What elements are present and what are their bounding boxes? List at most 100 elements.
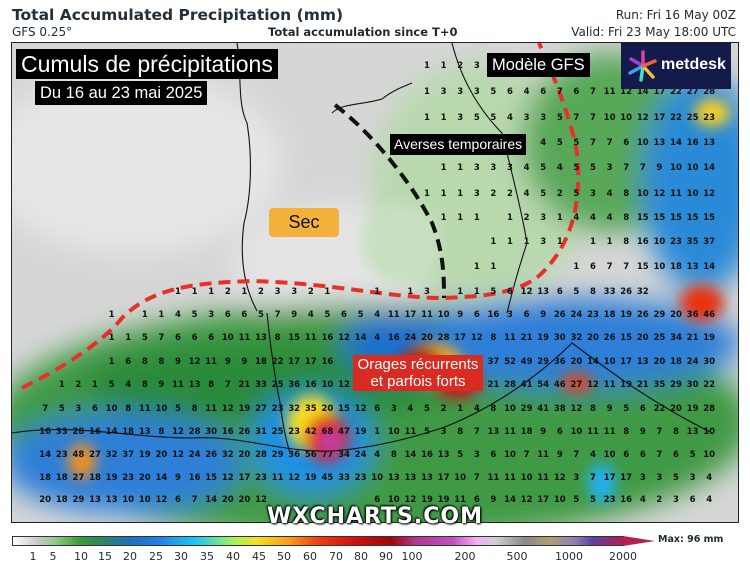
grid-value: 25: [271, 427, 284, 437]
grid-value: 1: [606, 237, 613, 247]
grid-value: 5: [490, 113, 497, 123]
grid-value: 7: [606, 138, 613, 148]
grid-value: 8: [623, 213, 630, 223]
grid-value: 11: [271, 473, 284, 483]
grid-value: 16: [188, 473, 201, 483]
grid-value: 9: [490, 495, 497, 505]
grid-value: 8: [158, 357, 165, 367]
grid-value: 5: [573, 138, 580, 148]
grid-value: 9: [158, 380, 165, 390]
grid-value: 1: [457, 287, 464, 297]
grid-value: 11: [205, 404, 218, 414]
grid-value: 6: [507, 287, 513, 297]
annotation-title: Cumuls de précipitations: [16, 49, 278, 79]
grid-value: 1: [490, 237, 497, 247]
grid-value: 14: [354, 333, 367, 343]
grid-value: 1: [507, 237, 513, 247]
grid-value: 5: [258, 310, 264, 320]
grid-value: 41: [537, 404, 550, 414]
grid-value: 4: [540, 138, 547, 148]
grid-value: 1: [440, 163, 447, 173]
grid-value: 20: [238, 495, 251, 505]
grid-value: 15: [620, 333, 633, 343]
grid-value: 16: [620, 495, 633, 505]
grid-value: 14: [39, 450, 52, 460]
grid-value: 23: [271, 404, 284, 414]
grid-value: 1: [457, 189, 464, 199]
grid-value: 4: [374, 333, 381, 343]
grid-value: 6: [639, 450, 646, 460]
grid-value: 2: [258, 287, 264, 297]
grid-value: 17: [537, 495, 550, 505]
grid-value: 5: [490, 87, 497, 97]
grid-value: 27: [686, 87, 699, 97]
grid-value: 17: [653, 87, 666, 97]
grid-value: 2: [556, 189, 563, 199]
grid-value: 8: [191, 404, 198, 414]
grid-value: 8: [208, 380, 215, 390]
grid-value: 6: [92, 404, 98, 414]
grid-value: 1: [440, 61, 447, 71]
grid-value: 32: [105, 450, 118, 460]
max-label: Max: 96 mm: [658, 534, 724, 545]
grid-value: 16: [221, 427, 234, 437]
borders: [12, 43, 713, 454]
grid-value: 14: [504, 495, 516, 505]
grid-value: 18: [122, 427, 135, 437]
grid-value: 6: [191, 333, 198, 343]
grid-value: 34: [338, 450, 350, 460]
grid-value: 3: [656, 473, 663, 483]
grid-value: 9: [656, 163, 663, 173]
grid-value: 19: [620, 310, 633, 320]
grid-value: 13: [404, 473, 417, 483]
grid-value: 3: [473, 450, 480, 460]
grid-value: 5: [573, 189, 580, 199]
grid-value: 12: [653, 189, 666, 199]
grid-value: 33: [55, 427, 68, 437]
grid-value: 1: [92, 380, 98, 390]
grid-value: 7: [639, 163, 646, 173]
grid-value: 16: [321, 333, 334, 343]
grid-value: 7: [590, 113, 596, 123]
grid-value: 2: [224, 287, 231, 297]
grid-value: 23: [703, 113, 716, 123]
colorbar-tick-label: 25: [149, 550, 163, 563]
grid-value: 54: [537, 380, 550, 390]
precipitation-map: 1 1 2 3 1 3 3 3 5 6 4 6 7 6 7 11 12 14 17 22 27 28 1 1 3 5 5 4 3 3 5 7 7…: [11, 42, 739, 523]
grid-value: 30: [686, 380, 699, 390]
grid-value: 1: [58, 380, 65, 390]
grid-value: 28: [703, 404, 716, 414]
grid-value: 15: [653, 213, 666, 223]
colorbar-tick-label: 500: [506, 550, 528, 563]
grid-value: 20: [221, 495, 234, 505]
grid-value: 8: [623, 189, 630, 199]
grid-value: 23: [670, 237, 682, 247]
grid-value: 3: [673, 495, 679, 505]
grid-value: 5: [108, 380, 115, 390]
grid-value: 27: [72, 473, 85, 483]
grid-value: 3: [573, 473, 580, 483]
grid-value: 6: [590, 262, 596, 272]
grid-value: 1: [424, 113, 430, 123]
grid-value: 25: [653, 333, 666, 343]
colorbar-tick-label: 15: [98, 550, 112, 563]
grid-value: 6: [374, 404, 381, 414]
grid-value: 12: [188, 357, 201, 367]
colorbar-tick-label: 20: [123, 550, 137, 563]
grid-value: 6: [623, 138, 630, 148]
grid-value: 14: [404, 450, 417, 460]
grid-value: 13: [105, 495, 118, 505]
grid-value: 12: [587, 380, 599, 390]
grid-value: 18: [89, 473, 101, 483]
grid-value: 35: [686, 237, 699, 247]
grid-value: 11: [404, 427, 417, 437]
colorbar-tick-label: 80: [354, 550, 368, 563]
annotation-storms-line1: Orages récurrents: [357, 356, 479, 373]
grid-value: 3: [473, 163, 480, 173]
grid-value: 8: [457, 427, 464, 437]
grid-value: 16: [89, 427, 101, 437]
grid-value: 5: [556, 138, 563, 148]
grid-value: 9: [540, 310, 547, 320]
grid-value: 1: [440, 213, 447, 223]
grid-value: 20: [653, 357, 666, 367]
